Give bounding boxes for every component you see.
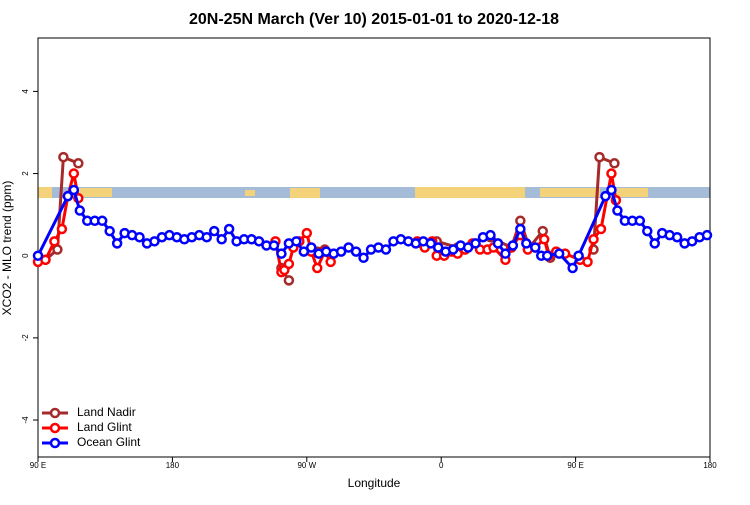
data-point (538, 234, 550, 245)
data-point (425, 238, 436, 249)
y-axis-label: XCO2 - MLO trend (ppm) (0, 181, 14, 316)
data-point (462, 242, 474, 253)
data-point (612, 205, 623, 216)
data-point (306, 242, 317, 253)
data-point (312, 262, 323, 274)
y-tick-label: 4 (21, 89, 30, 94)
data-point (298, 246, 310, 257)
data-point (253, 236, 265, 247)
y-tick-label: -2 (21, 334, 30, 342)
data-point (208, 225, 220, 237)
data-point (515, 223, 526, 235)
data-point (567, 262, 578, 274)
data-point (606, 184, 617, 196)
data-point (268, 240, 280, 251)
x-tick-label: 90 E (30, 461, 46, 470)
data-point (521, 238, 532, 249)
data-point (49, 236, 60, 247)
data-point (56, 223, 68, 235)
x-tick-label: 0 (439, 461, 444, 470)
data-point (553, 248, 565, 259)
data-point (223, 223, 235, 235)
data-point (634, 215, 646, 227)
data-point (671, 231, 683, 243)
data-point (582, 256, 593, 268)
data-point (301, 227, 313, 239)
data-point (492, 238, 504, 249)
data-point (343, 242, 354, 253)
data-point (104, 225, 115, 237)
data-point (40, 254, 51, 266)
data-point (530, 242, 541, 253)
data-point (701, 229, 713, 241)
data-point (609, 158, 620, 169)
data-point (642, 225, 653, 237)
legend-label: Ocean Glint (77, 435, 141, 449)
legend-label: Land Glint (77, 420, 132, 434)
data-point (541, 250, 553, 261)
x-tick-label: 180 (703, 461, 717, 470)
map-strip (38, 187, 710, 198)
x-tick-label: 90 E (567, 461, 583, 470)
data-point (283, 258, 295, 270)
legend-marker (49, 422, 61, 434)
y-tick-label: 2 (21, 171, 30, 176)
legend-marker (49, 407, 61, 419)
data-point (573, 250, 584, 261)
data-point (149, 236, 160, 247)
data-point (111, 238, 123, 249)
data-point (588, 234, 599, 245)
data-point (537, 225, 548, 237)
data-point (276, 248, 287, 259)
data-point (606, 168, 617, 179)
data-point (335, 246, 347, 257)
data-point (350, 246, 362, 257)
data-point (58, 151, 69, 163)
data-point (73, 158, 84, 169)
y-tick-label: 0 (21, 253, 30, 258)
data-point (594, 151, 605, 163)
legend-label: Land Nadir (77, 405, 136, 419)
data-point (291, 236, 302, 247)
data-point (325, 256, 336, 268)
data-point (32, 250, 44, 261)
data-point (500, 248, 511, 259)
data-point (74, 205, 86, 216)
data-point (68, 184, 80, 196)
data-point (216, 234, 227, 245)
data-point (447, 244, 459, 255)
plot-frame (37, 37, 711, 458)
data-point (52, 244, 63, 255)
data-point (96, 215, 108, 227)
legend-marker (49, 437, 61, 449)
y-tick-label: -4 (21, 416, 30, 424)
data-point (358, 252, 369, 264)
data-point (649, 238, 660, 249)
data-point (507, 240, 519, 251)
data-point (432, 242, 444, 253)
x-tick-label: 180 (166, 461, 180, 470)
data-point (470, 238, 481, 249)
chart-title: 20N-25N March (Ver 10) 2015-01-01 to 202… (189, 11, 559, 28)
data-point (62, 190, 74, 202)
data-point (600, 190, 611, 202)
data-point (485, 229, 496, 241)
data-point (201, 231, 212, 243)
data-point (595, 223, 607, 235)
data-point (686, 236, 698, 247)
data-point (380, 244, 392, 255)
series (32, 184, 713, 274)
x-tick-label: 90 W (297, 461, 316, 470)
data-point (68, 168, 80, 179)
data-point (134, 231, 145, 243)
x-axis-label: Longitude (348, 476, 401, 490)
series (32, 168, 622, 278)
data-point (283, 275, 295, 286)
data-point (515, 215, 526, 227)
